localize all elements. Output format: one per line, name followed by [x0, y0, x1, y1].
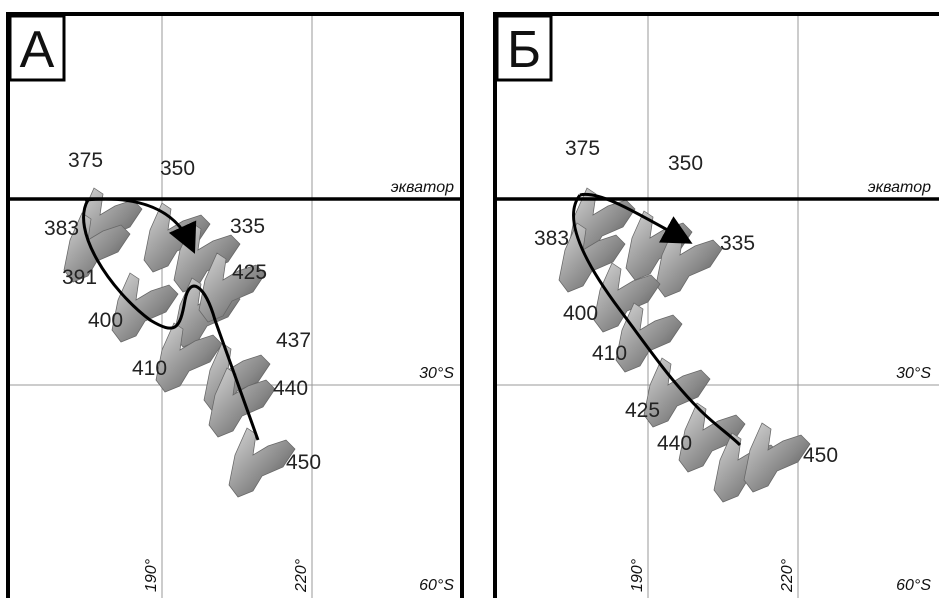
lon-label: 220°	[293, 558, 310, 593]
lat-label: 60°S	[419, 577, 454, 594]
age-label: 425	[232, 261, 267, 284]
equator-label: экватор	[391, 179, 454, 196]
age-label: 383	[534, 227, 569, 250]
lat-label: 30°S	[419, 365, 454, 382]
continent	[615, 302, 683, 373]
age-label: 437	[276, 329, 311, 352]
apparent-polar-track	[572, 194, 742, 447]
continent	[558, 222, 626, 293]
lon-label: 190°	[629, 558, 646, 592]
age-label: 450	[803, 444, 838, 467]
continent	[208, 367, 276, 438]
panel-frame	[493, 12, 939, 598]
lat-label: 60°S	[896, 577, 931, 594]
age-label: 350	[160, 157, 195, 180]
letter-box	[495, 14, 553, 82]
age-label: 350	[668, 152, 703, 175]
apparent-polar-track	[84, 197, 197, 254]
continent	[111, 272, 179, 343]
age-label: 383	[44, 217, 79, 240]
panel-letter: А	[20, 21, 55, 79]
panel-frame	[6, 12, 464, 598]
lon-label: 190°	[143, 558, 160, 592]
continent	[643, 357, 711, 428]
age-label: 335	[720, 232, 755, 255]
lat-label: 30°S	[896, 365, 931, 382]
equator-label: экватор	[868, 179, 931, 196]
age-label: 335	[230, 215, 265, 238]
continent	[198, 252, 266, 323]
age-label: 400	[88, 309, 123, 332]
age-label: 391	[62, 266, 97, 289]
age-label: 450	[286, 451, 321, 474]
age-label: 410	[132, 357, 167, 380]
apparent-polar-track	[579, 192, 693, 244]
age-label: 440	[273, 377, 308, 400]
continent	[63, 212, 131, 283]
age-label: 400	[563, 302, 598, 325]
continent	[743, 422, 811, 493]
continent	[678, 402, 746, 473]
age-label: 375	[68, 149, 103, 172]
age-label: 375	[565, 137, 600, 160]
lon-label: 220°	[779, 558, 796, 593]
continent	[593, 262, 661, 333]
age-label: 440	[657, 432, 692, 455]
panel-letter: Б	[507, 21, 541, 79]
apparent-polar-track	[82, 199, 260, 441]
age-label: 425	[625, 399, 660, 422]
age-label: 410	[592, 342, 627, 365]
letter-box	[8, 14, 66, 82]
